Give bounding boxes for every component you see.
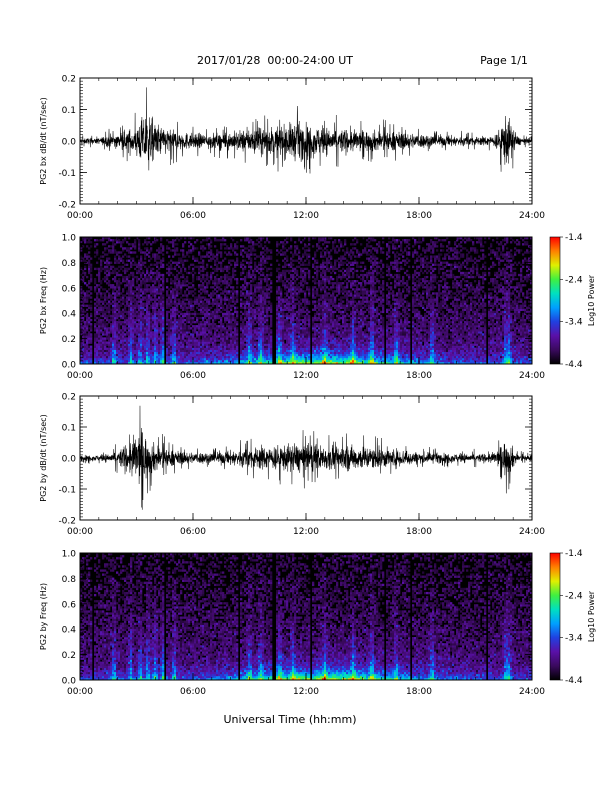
x-tick-label: 24:00	[519, 527, 545, 537]
colorbar-tick-label: -4.4	[565, 676, 583, 686]
colorbar-tick-label: -2.4	[565, 591, 583, 601]
x-tick-label: 12:00	[293, 527, 319, 537]
x-tick-label: 12:00	[293, 687, 319, 697]
y-tick-label: 0.4	[62, 310, 77, 320]
x-tick-label: 18:00	[406, 211, 432, 221]
plot-frame	[79, 552, 533, 681]
y-tick-label: 0.2	[62, 651, 76, 661]
x-tick-label: 24:00	[519, 211, 545, 221]
y-tick-label: 0.8	[62, 259, 77, 269]
waveform-trace	[80, 405, 532, 510]
x-tick-label: 12:00	[293, 371, 319, 381]
x-tick-label: 24:00	[519, 371, 545, 381]
x-tick-label: 18:00	[406, 527, 432, 537]
plot-frame	[79, 395, 533, 521]
colorbar-title: Log10 Power	[587, 590, 596, 642]
bx-spectrogram-panel: -1.4 -2.4 -3.4 -4.4 Log10 Power 1.0 0.8 0.6 0.4 0…	[39, 233, 596, 381]
y-tick-label: 0.2	[62, 75, 76, 85]
page-title: 2017/01/28 00:00-24:00 UT	[197, 54, 353, 67]
y-tick-label: -0.2	[58, 517, 76, 527]
y-axis-title: PG2 by Freq (Hz)	[39, 583, 48, 650]
bx-dbdt-waveform-panel: 0.2 0.1 0.0 -0.1 -0.200:00 06:00 12:00 18:00 24:…	[39, 75, 545, 222]
x-tick-label: 06:00	[180, 211, 206, 221]
x-tick-label: 18:00	[406, 687, 432, 697]
y-tick-label: -0.1	[58, 486, 76, 496]
y-tick-label: 0.0	[62, 138, 77, 148]
colorbar-tick-label: -1.4	[565, 233, 583, 243]
y-tick-label: 1.0	[62, 550, 77, 560]
y-tick-label: 0.1	[62, 424, 76, 434]
y-tick-label: 0.6	[62, 284, 77, 294]
y-axis-title: PG2 bx dB/dt (nT/sec)	[39, 97, 48, 184]
y-axis-title: PG2 bx Freq (Hz)	[39, 267, 48, 334]
y-tick-label: 0.4	[62, 626, 77, 636]
y-tick-label: 0.1	[62, 106, 76, 116]
colorbar-tick-label: -1.4	[565, 549, 583, 559]
colorbar	[549, 236, 561, 365]
spectrogram-cells	[80, 553, 533, 681]
x-tick-label: 18:00	[406, 371, 432, 381]
y-tick-label: 1.0	[62, 234, 77, 244]
x-tick-label: 06:00	[180, 687, 206, 697]
y-tick-label: -0.2	[58, 201, 76, 211]
plot-frame	[79, 236, 533, 365]
colorbar	[549, 552, 561, 681]
y-tick-label: 0.0	[62, 361, 77, 371]
waveform-trace	[80, 87, 532, 174]
x-tick-label: 00:00	[67, 371, 93, 381]
colorbar-title: Log10 Power	[587, 274, 596, 326]
x-tick-label: 06:00	[180, 371, 206, 381]
x-tick-label: 00:00	[67, 527, 93, 537]
x-tick-label: 00:00	[67, 211, 93, 221]
by-spectrogram-panel: -1.4 -2.4 -3.4 -4.4 Log10 Power 1.0 0.8 0.6 0.4 0…	[39, 549, 596, 697]
y-tick-label: 0.2	[62, 393, 76, 403]
x-tick-label: 00:00	[67, 687, 93, 697]
x-axis-title: Universal Time (hh:mm)	[224, 713, 357, 726]
y-axis-title: PG2 by dB/dt (nT/sec)	[39, 414, 48, 501]
colorbar-tick-label: -3.4	[565, 634, 583, 644]
x-tick-label: 12:00	[293, 211, 319, 221]
y-tick-label: 0.2	[62, 335, 76, 345]
colorbar-tick-label: -3.4	[565, 318, 583, 328]
y-tick-label: -0.1	[58, 169, 76, 179]
by-dbdt-waveform-panel: 0.2 0.1 0.0 -0.1 -0.200:00 06:00 12:00 18:00 24:…	[39, 393, 545, 538]
y-tick-label: 0.0	[62, 455, 77, 465]
y-tick-label: 0.0	[62, 677, 77, 687]
colorbar-tick-label: -2.4	[565, 275, 583, 285]
page-number: Page 1/1	[480, 54, 528, 67]
spectrogram-cells	[80, 237, 533, 365]
x-tick-label: 06:00	[180, 527, 206, 537]
plot-frame	[79, 77, 533, 205]
colorbar-tick-label: -4.4	[565, 360, 583, 370]
x-tick-label: 24:00	[519, 687, 545, 697]
y-tick-label: 0.8	[62, 575, 77, 585]
y-tick-label: 0.6	[62, 600, 77, 610]
